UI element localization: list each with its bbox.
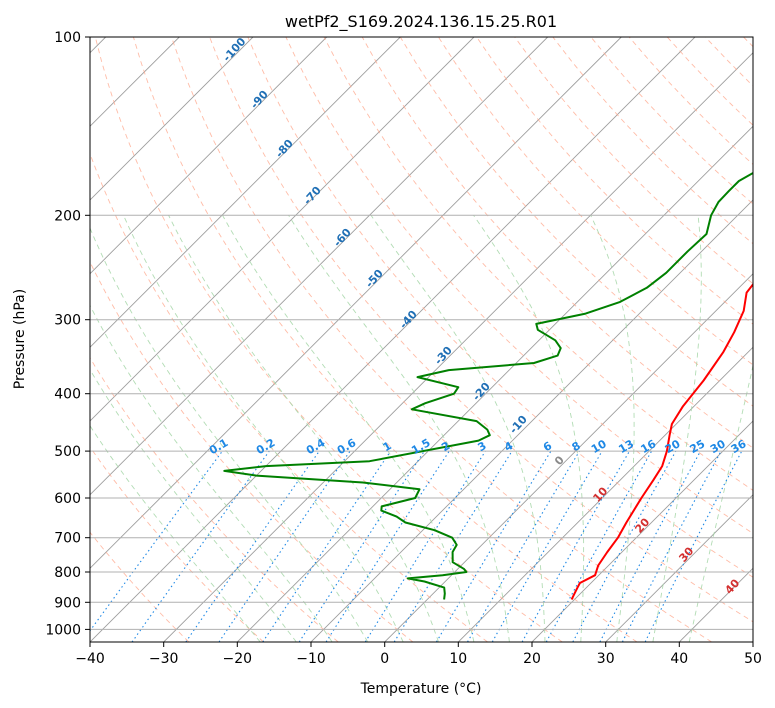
isotherm-line <box>90 37 622 569</box>
y-tick-label: 500 <box>54 444 81 460</box>
moist-adiabat-line <box>90 304 333 642</box>
y-tick-label: 900 <box>54 595 81 611</box>
moist-adiabat-line <box>90 368 297 642</box>
x-tick-label: 10 <box>449 651 467 667</box>
mixing-ratio-line <box>262 450 392 642</box>
moist-adiabat-line <box>222 215 475 642</box>
x-tick-label: 20 <box>523 651 541 667</box>
moist-adiabat-line <box>370 215 546 642</box>
y-tick-label: 300 <box>54 313 81 329</box>
x-tick-label: −40 <box>75 651 105 667</box>
dry-adiabat-line <box>90 261 414 642</box>
dewpoint-line <box>223 171 753 600</box>
x-tick-label: −20 <box>223 651 253 667</box>
mixing-ratio-line <box>393 450 513 642</box>
y-axis: 1000 900 800 700 600 500 400 300 200 100 <box>45 30 90 638</box>
isotherm-line <box>90 37 254 201</box>
isotherm-line <box>236 125 753 642</box>
x-tick-label: 30 <box>597 651 615 667</box>
isotherm-line <box>90 37 696 642</box>
moist-adiabat-line <box>590 215 635 642</box>
dry-adiabat-line <box>399 37 753 407</box>
moist-adiabat-line <box>168 215 439 642</box>
moist-adiabat-line <box>90 226 369 642</box>
moist-adiabat-line <box>688 363 753 642</box>
x-axis-title: Temperature (°C) <box>360 681 482 697</box>
mixing-ratio-line <box>572 450 677 642</box>
mixing-ratio-line <box>325 450 450 642</box>
y-axis-title: Pressure (hPa) <box>12 289 28 389</box>
dry-adiabat-line <box>361 37 753 449</box>
mixing-ratio-line <box>298 450 425 642</box>
mixing-ratio-line <box>435 450 552 642</box>
x-tick-label: 0 <box>380 651 389 667</box>
isotherm-line <box>531 420 753 642</box>
isotherm-line <box>90 37 549 496</box>
mixing-ratio-line <box>364 450 486 642</box>
dry-adiabat-line <box>209 37 753 623</box>
isotherm-line <box>163 52 753 642</box>
y-tick-label: 700 <box>54 531 81 547</box>
isotherm-line <box>90 37 475 422</box>
isotherm-line <box>90 37 401 348</box>
moist-adiabat-line <box>652 215 702 642</box>
moist-adiabat-line <box>473 215 585 642</box>
y-tick-label: 100 <box>54 30 81 46</box>
dry-adiabat-line <box>90 446 264 642</box>
mixing-ratio-line <box>599 450 701 642</box>
mixing-ratio-line <box>467 450 580 642</box>
dry-adiabat-line <box>94 37 563 642</box>
mixing-ratio-line <box>218 450 351 642</box>
dry-adiabat-line <box>514 37 753 285</box>
isotherm-line <box>605 494 753 642</box>
background-lines <box>90 37 753 642</box>
x-tick-label: −30 <box>149 651 179 667</box>
y-tick-label: 400 <box>54 387 81 403</box>
profile-series <box>223 171 753 600</box>
y-tick-label: 800 <box>54 565 81 581</box>
temperature-line <box>570 282 753 600</box>
x-tick-label: −10 <box>296 651 326 667</box>
dry-adiabat-line <box>90 152 488 642</box>
plot-frame <box>89 36 754 643</box>
moist-adiabat-line <box>123 215 404 642</box>
mixing-ratio-line <box>185 450 320 642</box>
y-tick-label: 200 <box>54 208 81 224</box>
isotherm-line <box>90 37 328 275</box>
y-tick-label: 1000 <box>45 622 81 638</box>
isotherm-line <box>457 346 753 642</box>
isotherm-line <box>384 273 753 642</box>
x-tick-label: 40 <box>670 651 688 667</box>
x-tick-label: 50 <box>744 651 762 667</box>
x-axis: −40 −30 −20 −10 0 10 20 30 40 50 <box>75 642 762 667</box>
dry-adiabat-line <box>171 37 712 642</box>
moist-adiabat-line <box>288 215 510 642</box>
dry-adiabat-line <box>132 37 638 642</box>
moist-adiabat-line <box>90 424 261 642</box>
chart-title: wetPf2_S169.2024.136.15.25.R01 <box>285 12 557 32</box>
dry-adiabat-line <box>90 531 190 642</box>
dry-adiabat-line <box>247 37 753 578</box>
y-tick-label: 600 <box>54 491 81 507</box>
